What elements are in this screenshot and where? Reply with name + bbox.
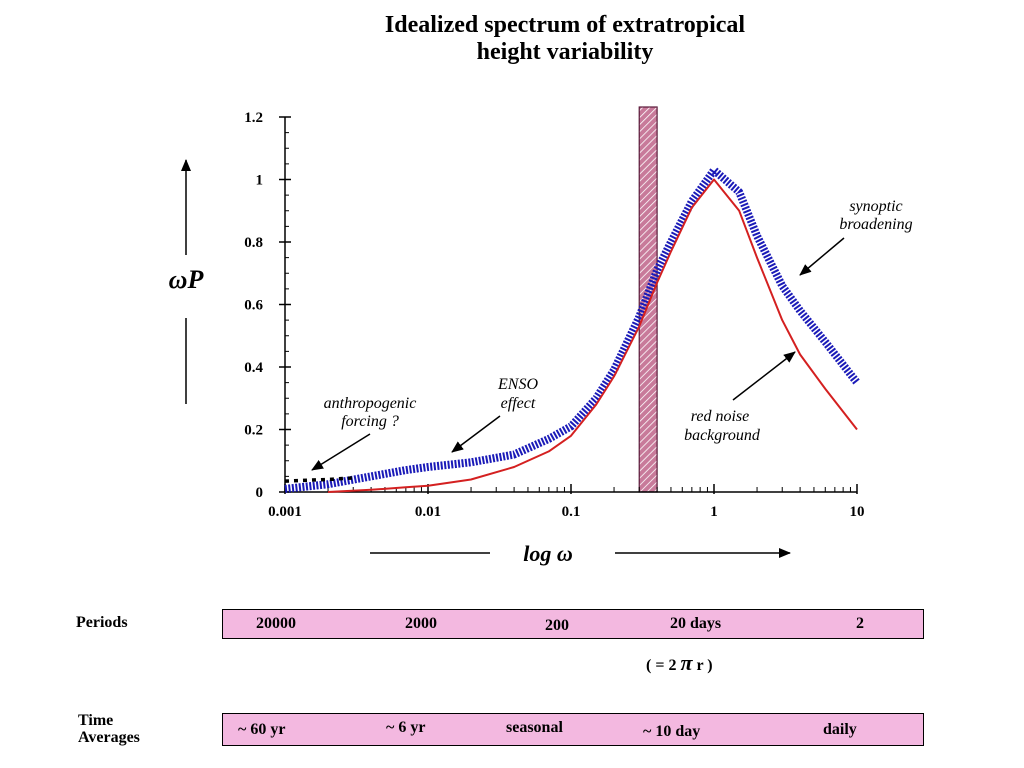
periods-label: Periods — [76, 614, 128, 631]
annotation-red-noise-arrow — [732, 351, 796, 401]
y-tick-label: 0.8 — [244, 235, 263, 251]
average-seasonal: seasonal — [506, 719, 563, 736]
annotation-synoptic: synoptic broadening — [799, 198, 913, 276]
spectrum-chart: Idealized spectrum of extratropical heig… — [169, 12, 913, 566]
red-noise-background-line — [327, 178, 858, 493]
period-20000: 20000 — [256, 615, 296, 632]
time-averages-label: Time Averages — [78, 712, 140, 746]
average-60-yr: ~ 60 yr — [238, 721, 286, 738]
y-tick-label: 0.2 — [244, 423, 263, 439]
annotation-red-noise-line2: background — [684, 427, 761, 444]
average-daily: daily — [823, 721, 857, 738]
period-note-suffix: r ) — [696, 657, 713, 674]
y-tick-label: 0 — [256, 485, 264, 501]
time-averages-label-line1: Time — [78, 712, 114, 729]
period-2000: 2000 — [405, 615, 437, 632]
annotation-enso-line2: effect — [501, 395, 536, 412]
average-6-yr: ~ 6 yr — [386, 719, 426, 736]
pi-symbol: π — [680, 650, 693, 675]
x-tick-label: 0.001 — [268, 504, 302, 520]
y-tick-label: 0.6 — [244, 298, 263, 314]
periods-strip: 20000 2000 200 20 days 2 — [222, 609, 924, 639]
x-tick-label: 0.1 — [562, 504, 581, 520]
annotation-anthropogenic-line2: forcing ? — [341, 413, 399, 430]
period-200: 200 — [545, 617, 569, 634]
time-averages-label-line2: Averages — [78, 729, 140, 746]
y-tick-label: 1 — [256, 173, 264, 189]
annotation-red-noise-line1: red noise — [691, 408, 750, 425]
average-10-day: ~ 10 day — [643, 723, 701, 740]
total-spectrum-line — [284, 166, 861, 493]
annotation-enso-line1: ENSO — [497, 376, 538, 393]
period-20-days: 20 days — [670, 615, 722, 632]
annotation-enso: ENSO effect — [451, 376, 538, 453]
time-averages-strip: ~ 60 yr ~ 6 yr seasonal ~ 10 day daily — [222, 713, 924, 746]
period-conversion-note: ( = 2 π r ) — [646, 650, 713, 676]
x-axis-label-group: log ω — [370, 541, 791, 566]
chart-subtitle: height variability — [477, 39, 654, 65]
annotation-synoptic-arrow — [799, 237, 845, 276]
chart-title: Idealized spectrum of extratropical — [385, 12, 745, 38]
y-tick-label: 1.2 — [244, 110, 263, 126]
period-2: 2 — [856, 615, 864, 632]
y-tick-label: 0.4 — [244, 360, 263, 376]
period-note-prefix: ( = 2 — [646, 657, 677, 674]
annotation-anthropogenic: anthropogenic forcing ? — [311, 395, 417, 471]
x-tick-label: 0.01 — [415, 504, 441, 520]
annotation-enso-arrow — [451, 415, 501, 453]
annotation-anthropogenic-line1: anthropogenic — [324, 395, 417, 412]
x-tick-label: 10 — [850, 504, 865, 520]
x-tick-label: 1 — [710, 504, 718, 520]
anthropogenic-dotted-line — [284, 476, 354, 483]
annotation-synoptic-line1: synoptic — [849, 198, 902, 215]
annotation-synoptic-line2: broadening — [839, 216, 912, 233]
y-axis-label-group: ωP — [169, 159, 205, 404]
annotation-anthropogenic-arrow — [311, 433, 371, 471]
annotation-red-noise: red noise background — [684, 351, 796, 444]
x-axis-label: log ω — [523, 541, 573, 566]
y-axis-label: ωP — [169, 265, 205, 294]
